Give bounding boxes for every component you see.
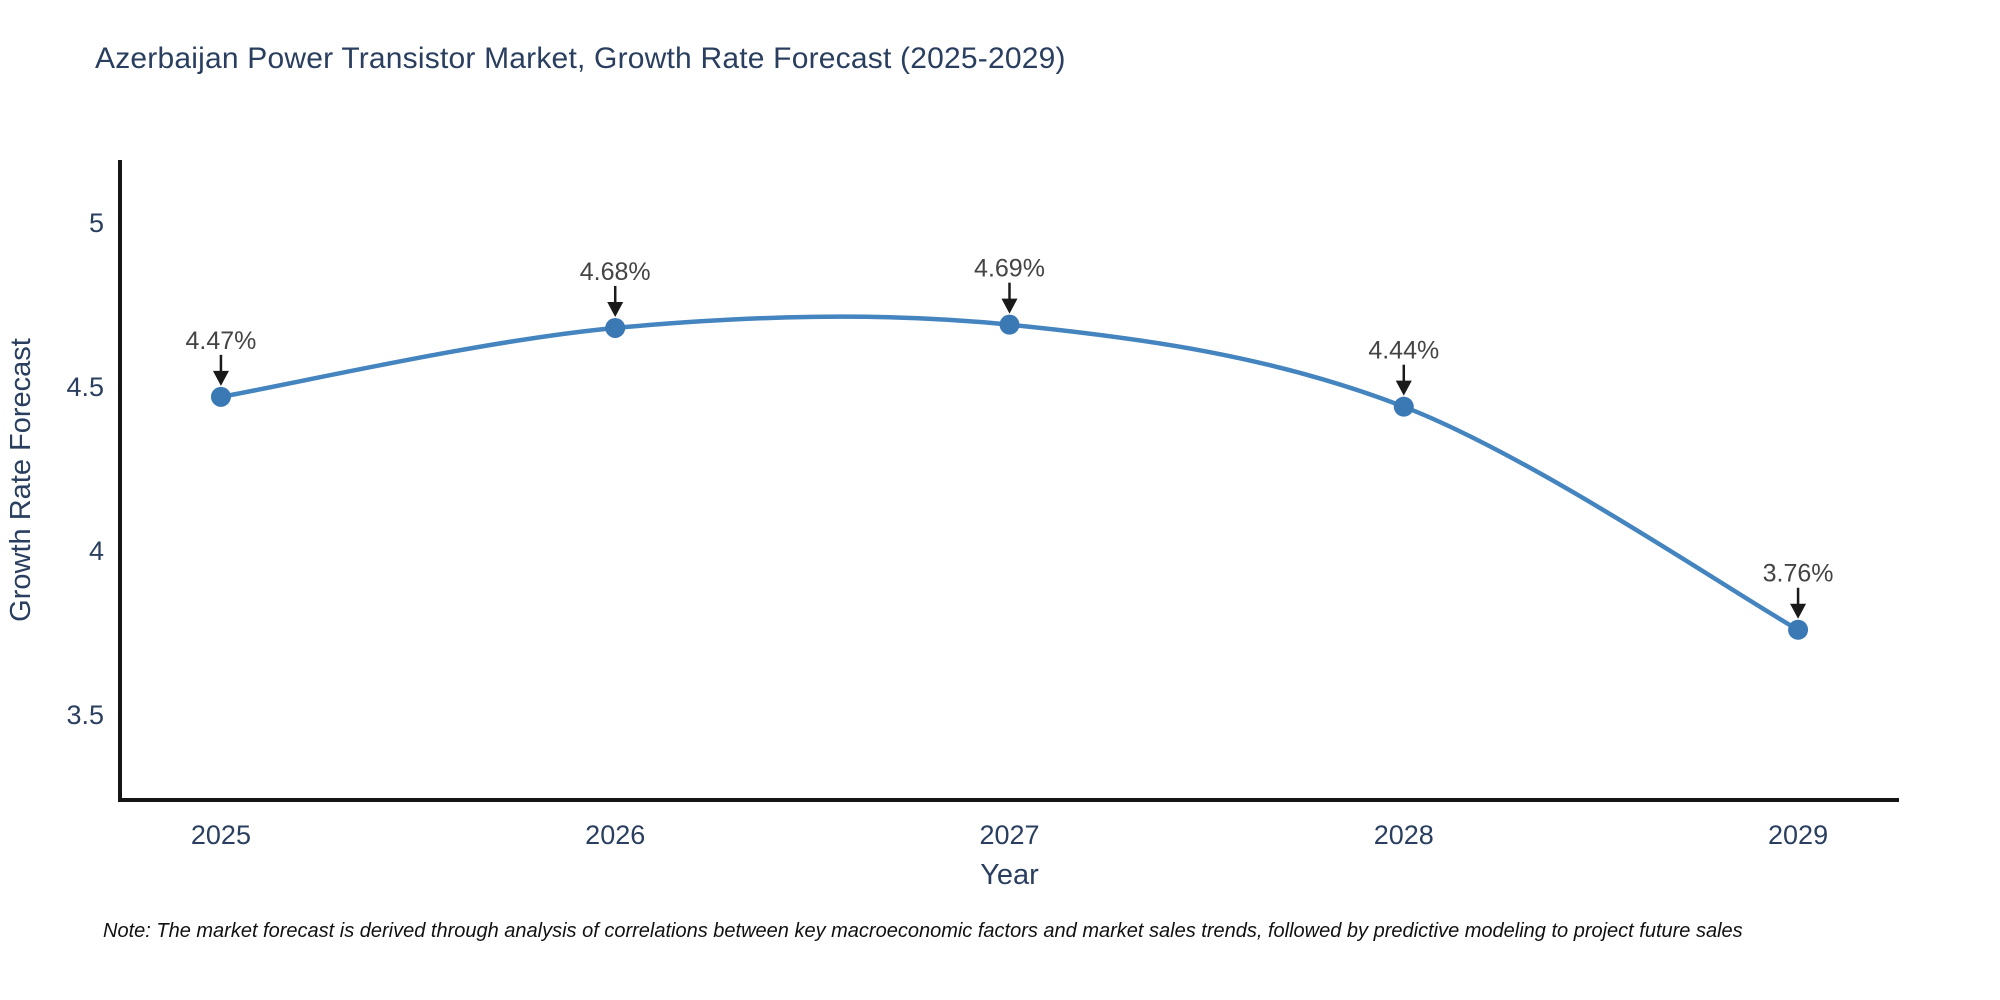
data-point[interactable] — [605, 317, 626, 338]
y-tick-label: 5 — [89, 208, 104, 238]
x-tick-label: 2025 — [191, 820, 251, 850]
annotation-label: 4.68% — [580, 258, 651, 286]
annotation-arrowhead-icon — [1395, 380, 1412, 396]
x-tick-label: 2028 — [1374, 820, 1434, 850]
annotation-label: 3.76% — [1763, 560, 1834, 588]
annotation-label: 4.69% — [974, 255, 1045, 283]
y-tick-label: 3.5 — [66, 700, 104, 730]
annotation-label: 4.44% — [1368, 337, 1439, 365]
chart-title: Azerbaijan Power Transistor Market, Grow… — [95, 42, 1066, 75]
footnote: Note: The market forecast is derived thr… — [103, 920, 1743, 942]
x-tick-label: 2029 — [1768, 820, 1828, 850]
y-axis-title: Growth Rate Forecast — [5, 338, 37, 622]
growth-rate-line-chart: 3.5 4 4.5 5 2025 2026 2027 2028 2029 Year Growth R… — [5, 160, 1899, 891]
data-point[interactable] — [210, 386, 231, 407]
x-tick-label: 2027 — [979, 820, 1039, 850]
y-tick-label: 4.5 — [66, 372, 104, 402]
annotation-arrowhead-icon — [1790, 603, 1807, 619]
data-point[interactable] — [999, 314, 1020, 335]
data-point[interactable] — [1393, 396, 1414, 417]
x-axis-title: Year — [980, 859, 1039, 891]
annotation-label: 4.47% — [185, 327, 256, 355]
data-point[interactable] — [1788, 619, 1809, 640]
annotation-arrowhead-icon — [212, 370, 229, 386]
y-tick-label: 4 — [89, 536, 104, 566]
x-tick-label: 2026 — [585, 820, 645, 850]
annotation-arrowhead-icon — [607, 301, 624, 317]
annotation-arrowhead-icon — [1001, 298, 1018, 314]
trend-line — [218, 314, 1801, 632]
